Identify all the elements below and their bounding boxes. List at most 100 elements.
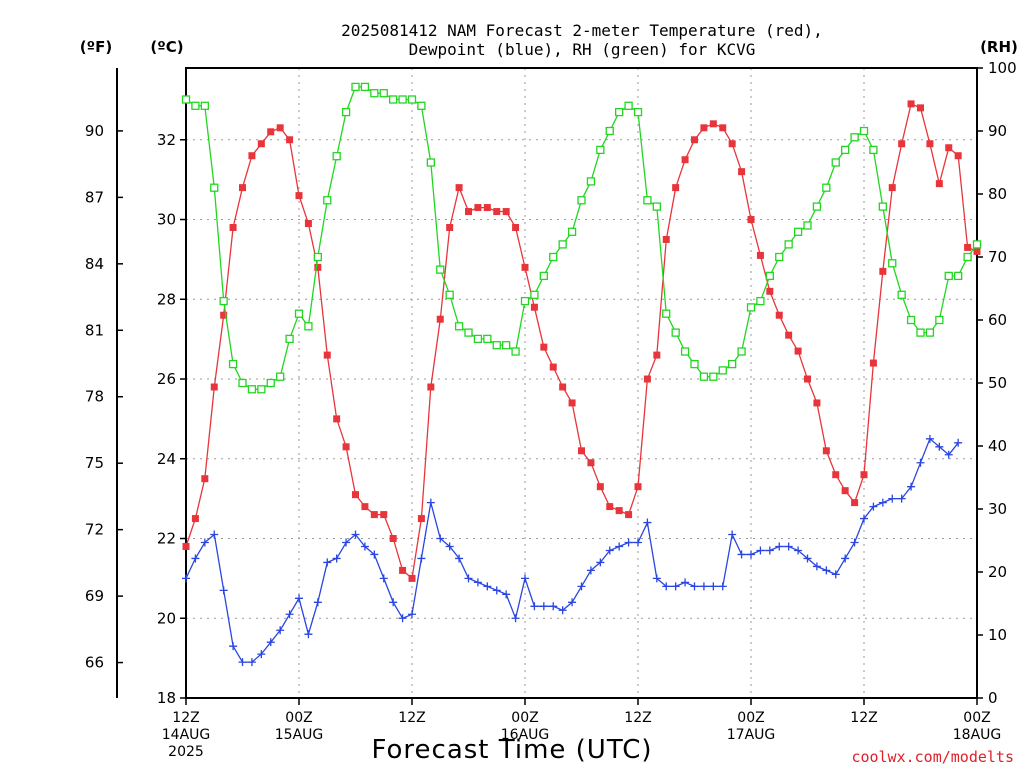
temperature-point xyxy=(841,487,849,495)
rh-point xyxy=(417,101,426,110)
dewpoint-point xyxy=(944,450,953,459)
rh-point xyxy=(398,95,407,104)
temperature-point xyxy=(352,491,359,499)
temperature-point xyxy=(559,383,567,391)
temperature-point xyxy=(898,140,906,148)
rh-point xyxy=(266,378,275,388)
dewpoint-point xyxy=(690,582,699,591)
rh-point xyxy=(746,303,756,312)
rh-point xyxy=(586,177,596,186)
temperature-point xyxy=(964,243,972,251)
rh-point xyxy=(878,202,887,211)
temperature-point xyxy=(653,351,661,359)
rh-point xyxy=(728,359,737,369)
dewpoint-point xyxy=(530,602,539,611)
rh-point xyxy=(972,240,982,249)
rh-point xyxy=(257,385,266,394)
rh-point xyxy=(558,240,567,249)
rh-point xyxy=(963,252,972,262)
dewpoint-point xyxy=(398,614,407,623)
rh-tick-label: 30 xyxy=(988,500,1007,518)
temperature-point xyxy=(662,235,670,243)
rh-point xyxy=(888,259,897,268)
dewpoint-point xyxy=(784,542,793,551)
rh-point xyxy=(219,296,228,306)
dewpoint-point xyxy=(615,542,624,551)
rh-tick-label: 90 xyxy=(988,122,1007,140)
dewpoint-point xyxy=(718,582,727,591)
temperature-point xyxy=(229,223,237,231)
x-tick-label: 12Z xyxy=(624,710,651,726)
temperature-point xyxy=(333,415,341,423)
rh-line xyxy=(185,86,978,390)
temperature-point xyxy=(625,511,633,519)
rh-point xyxy=(332,152,341,161)
rh-point xyxy=(567,227,577,236)
celsius-tick-label: 20 xyxy=(157,609,176,627)
temperature-point xyxy=(210,383,218,391)
dewpoint-point xyxy=(351,530,360,539)
temperature-point xyxy=(389,535,397,543)
temperature-point xyxy=(578,447,585,455)
rh-point xyxy=(869,145,878,155)
rh-point xyxy=(304,322,313,331)
temperature-point xyxy=(747,216,755,224)
dewpoint-point xyxy=(907,482,916,491)
dewpoint-point xyxy=(831,570,840,579)
temperature-point xyxy=(869,359,877,367)
dewpoint-point xyxy=(426,498,435,507)
temperature-point xyxy=(926,140,934,148)
rh-point xyxy=(671,328,680,337)
rh-tick-label: 0 xyxy=(988,689,998,707)
dewpoint-point xyxy=(747,550,755,559)
dewpoint-point xyxy=(586,566,595,575)
dewpoint-point xyxy=(473,578,482,587)
dewpoint-point xyxy=(860,514,868,523)
temperature-line xyxy=(185,102,978,580)
fahrenheit-tick-label: 78 xyxy=(85,388,104,406)
rh-point xyxy=(737,347,746,356)
dewpoint-point xyxy=(276,626,285,635)
temperature-point xyxy=(738,168,746,176)
dewpoint-point xyxy=(247,658,256,667)
temperature-point xyxy=(248,152,256,160)
temperature-point xyxy=(295,192,303,200)
dewpoint-point xyxy=(568,598,577,607)
temperature-point xyxy=(728,140,736,148)
temperature-point xyxy=(483,204,491,212)
rh-point xyxy=(473,334,483,344)
temperature-point xyxy=(832,471,840,479)
dewpoint-point xyxy=(869,502,878,511)
dewpoint-point xyxy=(803,554,812,563)
temperature-point xyxy=(935,180,943,188)
rh-point xyxy=(850,133,859,142)
temperature-point xyxy=(314,263,322,271)
rh-point xyxy=(323,196,332,205)
temperature-point xyxy=(775,311,783,319)
dewpoint-point xyxy=(238,658,247,667)
dewpoint-point xyxy=(219,586,228,595)
temperature-point xyxy=(399,566,407,574)
tick-labels: 18 20 22 24 26 28 30 32 66 69 72 75 78 81 84 87 90 0 10 20 3… xyxy=(85,59,1017,760)
rh-point xyxy=(191,101,200,110)
dewpoint-point xyxy=(210,530,219,539)
rh-point xyxy=(859,126,869,136)
rh-point xyxy=(407,95,417,104)
dewpoint-point xyxy=(728,530,737,539)
rh-unit-label: (RH) xyxy=(980,38,1018,56)
fahrenheit-tick-label: 81 xyxy=(85,321,104,339)
data-series xyxy=(181,82,982,667)
temperature-point xyxy=(512,223,520,231)
rh-point xyxy=(954,271,963,281)
temperature-point xyxy=(888,184,896,192)
dewpoint-point xyxy=(492,586,501,595)
temperature-point xyxy=(361,503,369,511)
rh-tick-label: 70 xyxy=(988,248,1007,266)
celsius-tick-label: 18 xyxy=(157,689,176,707)
temperature-point xyxy=(286,136,294,144)
rh-point xyxy=(652,202,661,211)
rh-point xyxy=(276,372,285,381)
rh-point xyxy=(906,315,916,325)
fahrenheit-tick-label: 84 xyxy=(85,255,104,273)
dewpoint-point xyxy=(266,638,275,647)
